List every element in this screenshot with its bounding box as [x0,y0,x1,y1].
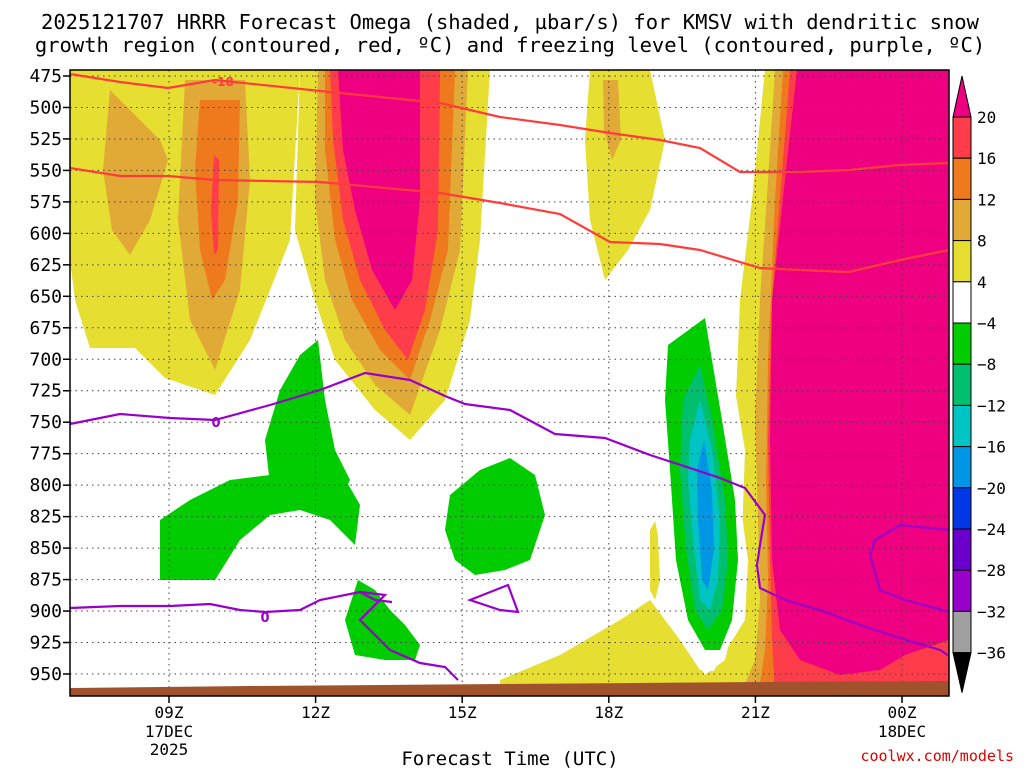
y-tick-label: 900 [29,601,62,622]
colorbar-legend: 20 16 12 8 4 −4 −8 −12 −16 −20 −24 −28 −32 −36 [952,75,1006,693]
y-tick-label: 475 [29,66,62,87]
colorbar-label: −16 [977,438,1006,457]
colorbar-swatch [952,240,972,283]
plot-frame [69,69,950,697]
shade-gold-18z [603,80,621,160]
colorbar-swatch [952,116,972,159]
x-tick-label: 21Z [741,703,770,722]
y-tick-label: 575 [29,192,62,213]
freezing-contour-label-upper: 0 [211,416,220,431]
grid-lines [70,70,949,696]
y-tick-label: 625 [29,255,62,276]
x-tick-label: 09Z [155,703,184,722]
colorbar-label: −32 [977,602,1006,621]
x-tick-date: 17DEC [145,722,193,741]
y-tick-label: 675 [29,318,62,339]
colorbar-bottom-arrow [952,652,972,693]
colorbar-label: −24 [977,520,1006,539]
shade-yellow-sliver [650,518,660,600]
x-tick-label: 00Z [888,703,917,722]
colorbar-swatch [952,610,972,654]
freezing-contour-loop-small [466,583,520,614]
y-tick-label: 525 [29,129,62,150]
terrain-strip [70,681,949,696]
colorbar-label: −36 [977,644,1006,663]
freezing-level-contours [69,371,950,681]
colorbar-label: −20 [977,479,1006,498]
y-tick-label: 600 [29,223,62,244]
y-tick-label: 550 [29,160,62,181]
colorbar-label: 4 [977,273,987,292]
y-tick-label: 875 [29,570,62,591]
colorbar-swatch [952,404,972,448]
colorbar-swatch [952,322,972,365]
y-tick-label: 800 [29,475,62,496]
dgz-contour-lower [69,166,950,274]
colorbar-top-arrow [952,75,972,118]
freezing-contour-label-lower: 0 [260,611,269,626]
shade-magenta-center [338,70,420,310]
colorbar-swatch [952,446,972,489]
colorbar-label: 16 [977,149,996,168]
y-tick-label: 700 [29,349,62,370]
credit-text: coolwx.com/models [860,747,1014,765]
colorbar-swatch [952,281,972,324]
colorbar-label: 12 [977,190,996,209]
plot-area: -18 0 0 [69,69,950,697]
shade-blue-20z [697,440,714,590]
shade-green-900 [345,580,420,660]
dgz-contour-label: -18 [212,75,234,89]
shade-green-800-center [445,458,545,575]
y-tick-label: 500 [29,97,62,118]
colorbar-label: −4 [977,314,996,333]
shade-green-800-left [160,470,360,580]
freezing-contour-loop-right [868,523,950,614]
x-tick-date: 18DEC [878,722,926,741]
x-axis-title: Forecast Time (UTC) [401,748,618,768]
y-tick-label: 750 [29,412,62,433]
y-tick-label: 775 [29,444,62,465]
y-tick-label: 725 [29,381,62,402]
shade-green-700-left [265,340,350,510]
freezing-contour-kink [359,591,393,604]
colorbar-label: 20 [977,108,996,127]
y-tick-label: 825 [29,507,62,528]
colorbar-swatch [952,198,972,242]
y-axis: 475 500 525 550 575 600 625 650 675 700 725 750 775 8… [29,66,70,685]
x-tick-year: 2025 [150,740,189,759]
x-tick-label: 18Z [594,703,623,722]
freezing-contour-upper [69,371,950,657]
chart-title-line2: growth region (contoured, red, ºC) and f… [35,33,985,57]
colorbar-swatch [952,157,972,200]
chart-title-line1: 2025121707 HRRR Forecast Omega (shaded, … [41,10,980,34]
x-tick-label: 15Z [448,703,477,722]
colorbar-label: 8 [977,232,987,251]
shade-gold-left [103,90,168,255]
colorbar-swatch [952,569,972,612]
colorbar-label: −12 [977,396,1006,415]
colorbar-label: −28 [977,561,1006,580]
y-tick-label: 925 [29,633,62,654]
colorbar-swatch [952,487,972,530]
shade-magenta-right [770,70,949,675]
y-tick-label: 950 [29,664,62,685]
y-tick-label: 650 [29,286,62,307]
colorbar-swatch [952,363,972,406]
colorbar-label: −8 [977,355,996,374]
freezing-contour-lower [69,590,459,681]
colorbar-swatch [952,528,972,571]
y-tick-label: 850 [29,538,62,559]
dgz-contours [69,72,950,274]
shade-yellow-lowlevel [500,600,760,696]
dgz-contour-upper [69,72,950,174]
x-tick-label: 12Z [301,703,330,722]
